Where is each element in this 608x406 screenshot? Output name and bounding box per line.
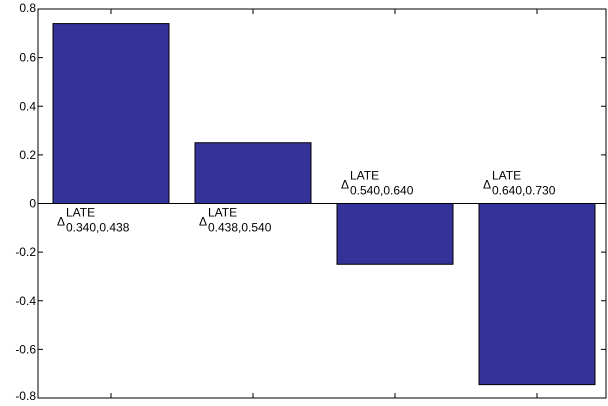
bar-label-subscript: 0.438,0.540	[208, 221, 272, 235]
bar-label-symbol: Δ	[341, 178, 349, 192]
bars	[52, 23, 596, 386]
bar-label-superscript: LATE	[66, 206, 95, 220]
y-axis-ticks: 0.8 0.6 0.4 0.2 0 -0.2 -0.4 -0.6 -0.8	[15, 1, 606, 403]
y-tick-label: 0.8	[19, 1, 36, 15]
bar-4	[478, 203, 596, 386]
bar-label-superscript: LATE	[350, 169, 379, 183]
bar-label-symbol: Δ	[199, 215, 207, 229]
bar-label-symbol: Δ	[57, 215, 65, 229]
bar-label-subscript: 0.640,0.730	[492, 184, 556, 198]
bar-label-subscript: 0.340,0.438	[66, 221, 130, 235]
bar-label-subscript: 0.540,0.640	[350, 184, 414, 198]
bar-2	[194, 142, 312, 204]
y-tick-label: -0.2	[15, 245, 36, 259]
x-axis-ticks	[110, 9, 538, 398]
bar-1	[52, 23, 170, 205]
y-tick-label: 0.4	[19, 99, 36, 113]
y-tick-label: -0.4	[15, 294, 36, 308]
bar-label-symbol: Δ	[483, 178, 491, 192]
bar-label-superscript: LATE	[492, 169, 521, 183]
y-tick-label: 0	[29, 197, 36, 211]
y-tick-label: -0.6	[15, 342, 36, 356]
y-tick-label: -0.8	[15, 389, 36, 403]
y-tick-label: 0.6	[19, 51, 36, 65]
bar-3	[336, 203, 454, 265]
bar-label-superscript: LATE	[208, 206, 237, 220]
y-tick-label: 0.2	[19, 148, 36, 162]
